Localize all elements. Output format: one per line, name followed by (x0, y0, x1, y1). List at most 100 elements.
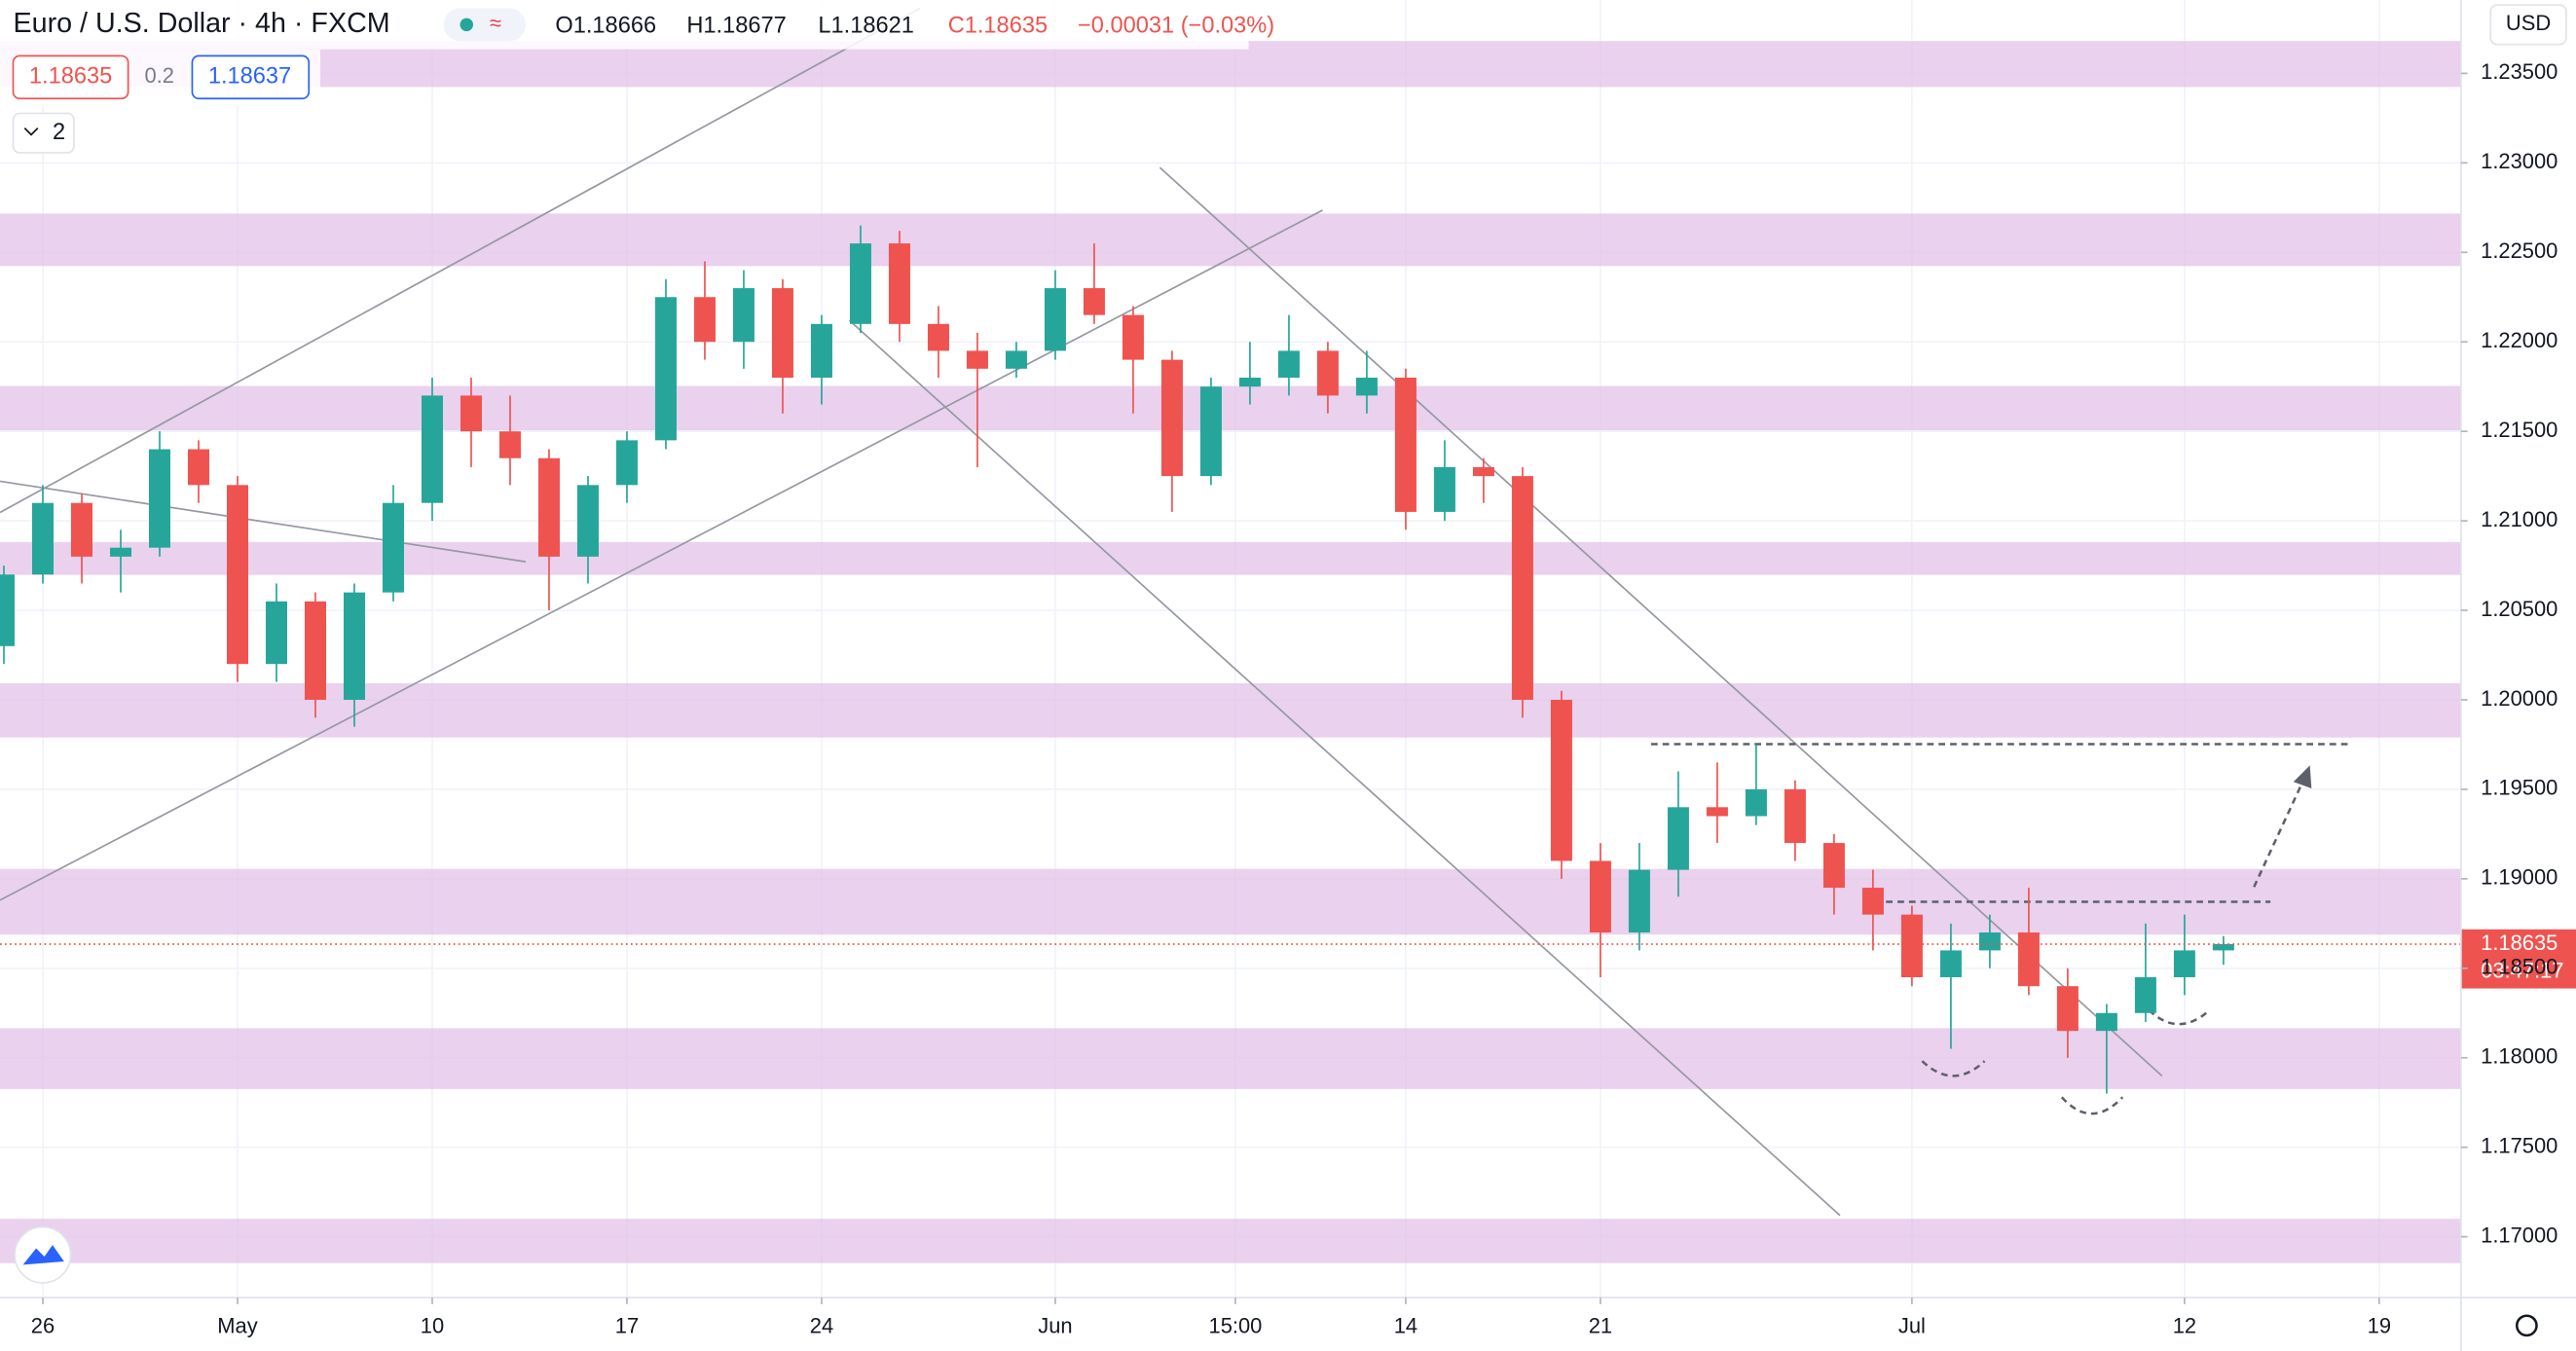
candle-body (343, 592, 365, 700)
candle-body (1277, 350, 1300, 379)
candle-body (615, 440, 638, 486)
countdown: 03:47:17 (2481, 958, 2563, 982)
candle-body (1784, 788, 1806, 844)
candle-body (1199, 386, 1222, 477)
y-tick-label: 1.22500 (2481, 238, 2558, 263)
y-tick-label: 1.18000 (2481, 1044, 2558, 1069)
ohlc-low: L1.18621 (818, 13, 913, 38)
candle-body (2017, 932, 2040, 987)
x-tick-label: 14 (1394, 1313, 1417, 1337)
x-tick-label: 15:00 (1209, 1313, 1263, 1337)
candle-body (0, 574, 15, 646)
zone (0, 385, 2461, 431)
sell-button[interactable] (12, 55, 129, 100)
candle-body (498, 431, 521, 458)
logo-mark (22, 1245, 64, 1265)
last-price: 1.18635 03:47:17 (0, 929, 2576, 989)
symbol-title: Euro / U.S. Dollar · 4h · FXCM (14, 8, 390, 39)
candle-body (1122, 314, 1144, 360)
candle-body (966, 350, 988, 369)
x-tick-label: 21 (1589, 1313, 1612, 1337)
candle-body (1238, 378, 1261, 387)
candle-body (576, 485, 599, 557)
candle-body (31, 502, 54, 575)
arrow-head (2293, 765, 2312, 789)
x-tick-label: 10 (421, 1313, 444, 1337)
candle-body (1628, 869, 1650, 933)
settings-icon[interactable] (2515, 1314, 2538, 1337)
candle-body (187, 449, 209, 486)
candle-body (1394, 378, 1417, 512)
candle-body (1472, 466, 1494, 477)
x-tick-label: Jun (1038, 1313, 1072, 1337)
status-pill[interactable] (443, 8, 526, 42)
ohlc-open: O1.18666 (555, 13, 656, 38)
y-tick-label: 1.19000 (2481, 865, 2558, 890)
zone (0, 541, 2461, 575)
indicators-toggle[interactable] (12, 112, 75, 154)
candle-body (1822, 843, 1845, 889)
candle-body (1939, 950, 1962, 977)
axes: 1.17000 1.17500 1.18000 1.18500 1.19000 1.195… (31, 59, 2558, 1337)
trend-line (0, 480, 527, 563)
trend-line (0, 209, 1323, 901)
status-icon: ≈ (490, 11, 501, 35)
x-tick-label: 12 (2173, 1313, 2196, 1337)
candle-body (888, 243, 910, 324)
zone (0, 683, 2461, 738)
drawings (0, 7, 2353, 1217)
currency: USD (2506, 11, 2551, 35)
ohlc-high: H1.18677 (686, 13, 786, 38)
head-curve (2060, 1096, 2124, 1115)
candle-body (1589, 860, 1611, 933)
y-tick-label: 1.18500 (2481, 955, 2558, 979)
y-tick-label: 1.21000 (2481, 507, 2558, 531)
candle-body (537, 457, 560, 557)
ohlc-close: C1.18635 (948, 13, 1048, 38)
candle-body (1861, 888, 1884, 915)
candle-body (1745, 788, 1767, 817)
y-tick-label: 1.20500 (2481, 597, 2558, 621)
y-tick-label: 1.22000 (2481, 328, 2558, 352)
sell-price: 1.18635 (29, 64, 112, 90)
shoulder-curve (1921, 1060, 1986, 1077)
x-tick-label: Jul (1898, 1313, 1926, 1337)
x-tick-label: 19 (2368, 1313, 2391, 1337)
y-tick-label: 1.19500 (2481, 776, 2558, 800)
x-tick-label: 26 (31, 1313, 55, 1337)
y-tick-label: 1.20000 (2481, 686, 2558, 711)
candle-body (849, 243, 871, 324)
chevron (23, 128, 39, 136)
candle-body (148, 449, 170, 548)
buy-button[interactable] (191, 55, 311, 100)
candle-body (1083, 288, 1105, 315)
trend-line (848, 319, 1841, 1217)
candle-body (732, 288, 754, 343)
zone (0, 868, 2461, 935)
candle-body (927, 323, 949, 351)
y-tick-label: 1.21500 (2481, 418, 2558, 442)
candle-body (109, 547, 131, 557)
candle-body (771, 288, 793, 379)
candle-body (1900, 914, 1923, 977)
y-tick-label: 1.17500 (2481, 1133, 2558, 1157)
candle-body (693, 297, 716, 343)
candle-body (70, 502, 92, 557)
candle-body (265, 601, 287, 665)
arrow (2253, 776, 2306, 888)
trend-line (0, 7, 921, 514)
candle-body (304, 601, 326, 700)
candle-body (1433, 466, 1455, 512)
candle-body (1706, 807, 1728, 817)
candle-body (2134, 976, 2156, 1013)
candle-body (1550, 699, 1572, 861)
candle-body (382, 502, 404, 593)
candle-body (810, 323, 832, 379)
currency-button[interactable] (2489, 4, 2567, 46)
candle-body (1160, 359, 1183, 477)
x-tick-label: 17 (615, 1313, 639, 1337)
shoulder-curve (2148, 1008, 2211, 1026)
indicator-count: 2 (53, 120, 65, 145)
